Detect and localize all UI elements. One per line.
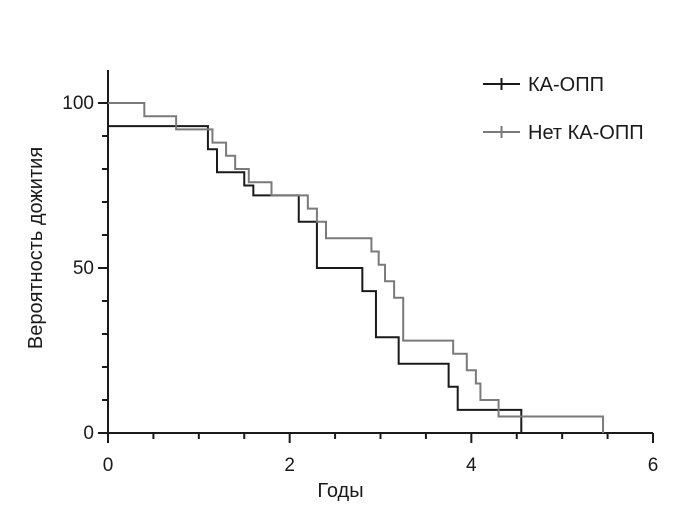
y-axis-label: Вероятность дожития — [25, 147, 47, 349]
y-tick-label: 50 — [73, 258, 94, 279]
series-line-2 — [108, 102, 605, 433]
series-line-1 — [108, 125, 523, 433]
x-tick-label: 6 — [648, 455, 659, 476]
y-tick-label: 100 — [62, 93, 94, 114]
legend: КА-ОПП Нет КА-ОПП — [483, 74, 644, 144]
x-tick-label: 4 — [466, 455, 477, 476]
ticks: 0 50 100 0 2 4 6 — [62, 93, 658, 476]
legend-label-1: КА-ОПП — [528, 74, 604, 96]
series-group — [108, 102, 605, 433]
x-tick-label: 2 — [284, 455, 295, 476]
legend-label-2: Нет КА-ОПП — [528, 122, 644, 144]
x-axis-label: Годы — [317, 480, 363, 502]
x-tick-label: 0 — [103, 455, 114, 476]
y-tick-label: 0 — [83, 423, 94, 444]
